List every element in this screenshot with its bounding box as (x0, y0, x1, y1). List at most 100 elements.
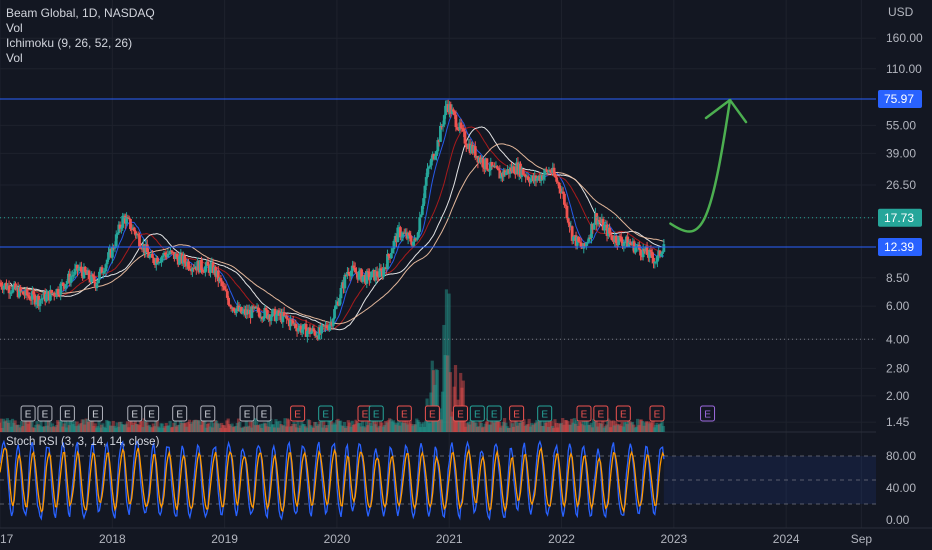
candle-body (460, 128, 464, 130)
earnings-marker[interactable]: E (20, 405, 36, 422)
volume-bar (354, 419, 358, 432)
volume-bar (482, 426, 486, 432)
earnings-marker-box (469, 405, 485, 422)
volume-bar (602, 427, 606, 432)
earnings-marker-label: E (429, 410, 436, 421)
volume-bar (483, 423, 487, 432)
volume-bar (202, 419, 206, 432)
volume-bar (522, 419, 526, 432)
earnings-marker[interactable]: E (700, 405, 716, 422)
volume-bar (470, 418, 474, 432)
candle-body (634, 247, 637, 253)
volume-bar (407, 422, 411, 432)
earnings-marker[interactable]: E (576, 405, 592, 422)
indicator-vol-1[interactable]: Vol (6, 21, 23, 35)
volume-bar (570, 418, 574, 432)
volume-bar (412, 424, 416, 432)
candle-body (369, 277, 373, 280)
volume-bar (346, 420, 350, 432)
earnings-marker[interactable]: E (469, 405, 485, 422)
earnings-marker[interactable]: E (357, 405, 373, 422)
volume-bar (204, 427, 208, 432)
earnings-marker-box (256, 405, 272, 422)
earnings-marker[interactable]: E (537, 405, 553, 422)
indicator-vol-2[interactable]: Vol (6, 51, 23, 65)
volume-bar (305, 427, 309, 432)
volume-bar (481, 427, 485, 432)
earnings-marker[interactable]: E (200, 405, 216, 422)
candle-body (424, 177, 428, 186)
volume-bar (329, 421, 334, 432)
candle-body (178, 256, 181, 265)
volume-bar (141, 427, 145, 432)
earnings-marker[interactable]: E (615, 405, 631, 422)
earnings-marker[interactable]: E (290, 405, 306, 422)
candle-body (327, 325, 331, 331)
candle-body (0, 282, 3, 287)
candle-body (158, 261, 162, 263)
volume-bar (583, 425, 587, 432)
candle-body (113, 246, 117, 249)
earnings-marker[interactable]: E (172, 405, 188, 422)
earnings-marker[interactable]: E (424, 405, 440, 422)
volume-bar (373, 424, 378, 432)
stoch-rsi-label[interactable]: Stoch RSI (3, 3, 14, 14, close) (6, 436, 160, 448)
indicator-ichimoku[interactable]: Ichimoku (9, 26, 52, 26) (6, 36, 133, 50)
earnings-marker[interactable]: E (486, 405, 502, 422)
earnings-marker-box (452, 405, 468, 422)
candle-body (269, 316, 273, 321)
earnings-marker[interactable]: E (318, 405, 334, 422)
candle-body (351, 265, 354, 271)
earnings-marker[interactable]: E (144, 405, 160, 422)
volume-bar (326, 425, 330, 432)
symbol-title[interactable]: Beam Global, 1D, NASDAQ (6, 6, 155, 20)
volume-bar (311, 427, 316, 432)
volume-bar (479, 422, 483, 432)
candle-body (73, 268, 77, 275)
candle-body (420, 205, 424, 215)
volume-bar (444, 289, 449, 432)
earnings-marker[interactable]: E (87, 405, 103, 422)
candle-body (556, 181, 560, 183)
earnings-marker[interactable]: E (59, 405, 75, 422)
volume-bar (25, 419, 29, 432)
earnings-marker[interactable]: E (239, 405, 255, 422)
volume-bar (558, 424, 562, 432)
earnings-marker[interactable]: E (37, 405, 53, 422)
candle-body (535, 178, 539, 181)
earnings-marker[interactable]: E (256, 405, 272, 422)
candle-body (70, 275, 74, 277)
volume-bar (619, 425, 623, 432)
candle-body (619, 236, 623, 242)
candle-body (200, 259, 203, 271)
volume-bar (319, 419, 323, 432)
volume-bar (242, 426, 246, 432)
earnings-marker[interactable]: E (368, 405, 384, 422)
earnings-marker[interactable]: E (396, 405, 412, 422)
volume-bar (469, 419, 473, 432)
earnings-marker[interactable]: E (127, 405, 143, 422)
earnings-marker[interactable]: E (593, 405, 609, 422)
volume-bar (363, 427, 367, 432)
earnings-marker[interactable]: E (452, 405, 468, 422)
volume-bar (145, 422, 149, 432)
volume-bar (44, 420, 48, 432)
candle-body (263, 308, 267, 318)
earnings-marker[interactable]: E (509, 405, 525, 422)
candle-body (401, 232, 405, 237)
earnings-marker[interactable]: E (649, 405, 665, 422)
candle-body (587, 237, 591, 242)
candle-body (320, 325, 323, 334)
price-badge-label: 75.97 (884, 92, 914, 106)
volume-bar (385, 422, 389, 432)
candle-body (313, 331, 317, 336)
volume-bar (411, 425, 415, 432)
volume-bar (382, 425, 387, 432)
candle-body (387, 254, 391, 257)
volume-bar (74, 426, 78, 432)
volume-bar (335, 420, 339, 432)
earnings-marker-box (509, 405, 525, 422)
volume-bar (230, 423, 234, 432)
volume-bar (333, 424, 337, 432)
